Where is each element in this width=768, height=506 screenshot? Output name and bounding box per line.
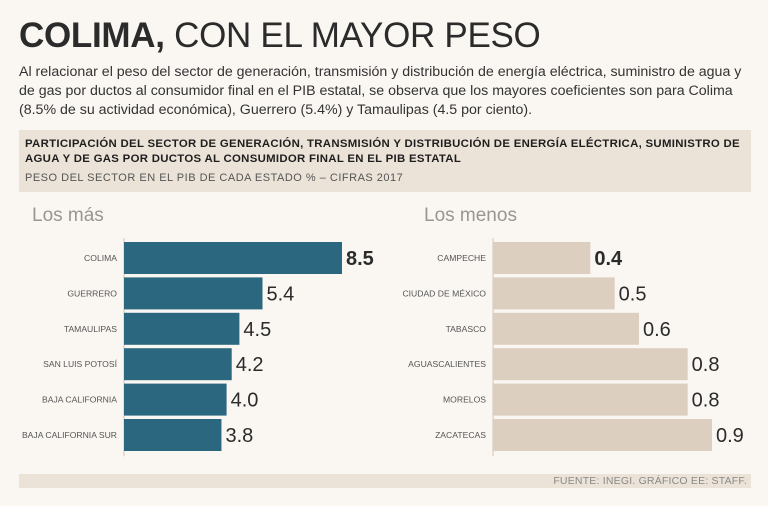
value-label: 0.8 bbox=[692, 354, 720, 376]
group-title-most: Los más bbox=[32, 205, 104, 226]
value-label: 8.5 bbox=[346, 248, 374, 270]
bar-most bbox=[124, 312, 240, 345]
page-title: COLIMA, CON EL MAYOR PESO bbox=[19, 14, 541, 58]
bar-least bbox=[493, 419, 712, 451]
value-label: 3.8 bbox=[225, 425, 253, 447]
bar-most bbox=[124, 383, 227, 416]
category-label: COLIMA bbox=[84, 253, 117, 263]
category-label: ZACATECAS bbox=[435, 430, 486, 440]
value-label: 0.8 bbox=[692, 390, 720, 412]
category-label: MORELOS bbox=[443, 395, 486, 405]
bar-least bbox=[493, 348, 688, 381]
category-label: TABASCO bbox=[446, 324, 487, 334]
source-note: FUENTE: INEGI. GRÁFICO EE: STAFF. bbox=[553, 475, 747, 487]
chart-least: CAMPECHE 0.4 CIUDAD DE MÉXICO 0.5 TABASCO 0.6… bbox=[402, 238, 744, 457]
footer-bar: FUENTE: INEGI. GRÁFICO EE: STAFF. bbox=[19, 474, 751, 488]
bar-least bbox=[493, 277, 615, 310]
value-label: 4.2 bbox=[236, 354, 264, 376]
category-label: TAMAULIPAS bbox=[64, 324, 117, 334]
value-label: 0.4 bbox=[594, 248, 623, 270]
title-bold: COLIMA, bbox=[19, 16, 165, 55]
chart-header-panel: Participación del sector de generación, … bbox=[19, 130, 751, 192]
value-label: 0.9 bbox=[716, 425, 744, 447]
chart-subheading: PESO DEL SECTOR EN EL PIB DE CADA ESTADO… bbox=[25, 172, 404, 184]
value-label: 5.4 bbox=[266, 283, 294, 305]
category-label: BAJA CALIFORNIA SUR bbox=[22, 430, 117, 440]
category-label: CIUDAD DE MÉXICO bbox=[402, 288, 486, 298]
bar-most bbox=[124, 277, 263, 310]
category-label: AGUASCALIENTES bbox=[408, 359, 486, 369]
category-label: GUERRERO bbox=[67, 288, 117, 298]
category-label: BAJA CALIFORNIA bbox=[42, 395, 117, 405]
title-light: CON EL MAYOR PESO bbox=[174, 16, 541, 55]
bar-least bbox=[493, 383, 688, 416]
group-title-least: Los menos bbox=[424, 205, 517, 226]
bar-most bbox=[124, 242, 342, 274]
value-label: 4.0 bbox=[231, 390, 259, 412]
intro-paragraph: Al relacionar el peso del sector de gene… bbox=[19, 64, 742, 118]
chart-heading: Participación del sector de generación, … bbox=[25, 138, 740, 165]
bar-least bbox=[493, 312, 639, 345]
bar-most bbox=[124, 348, 232, 381]
value-label: 4.5 bbox=[243, 319, 271, 341]
value-label: 0.5 bbox=[619, 283, 647, 305]
bar-most bbox=[124, 419, 222, 451]
bar-least bbox=[493, 242, 591, 274]
category-label: CAMPECHE bbox=[437, 253, 486, 263]
category-label: SAN LUIS POTOSÍ bbox=[43, 359, 117, 369]
value-label: 0.6 bbox=[643, 319, 671, 341]
chart-most: COLIMA 8.5 GUERRERO 5.4 TAMAULIPAS 4.5 SAN LUI… bbox=[22, 238, 374, 457]
